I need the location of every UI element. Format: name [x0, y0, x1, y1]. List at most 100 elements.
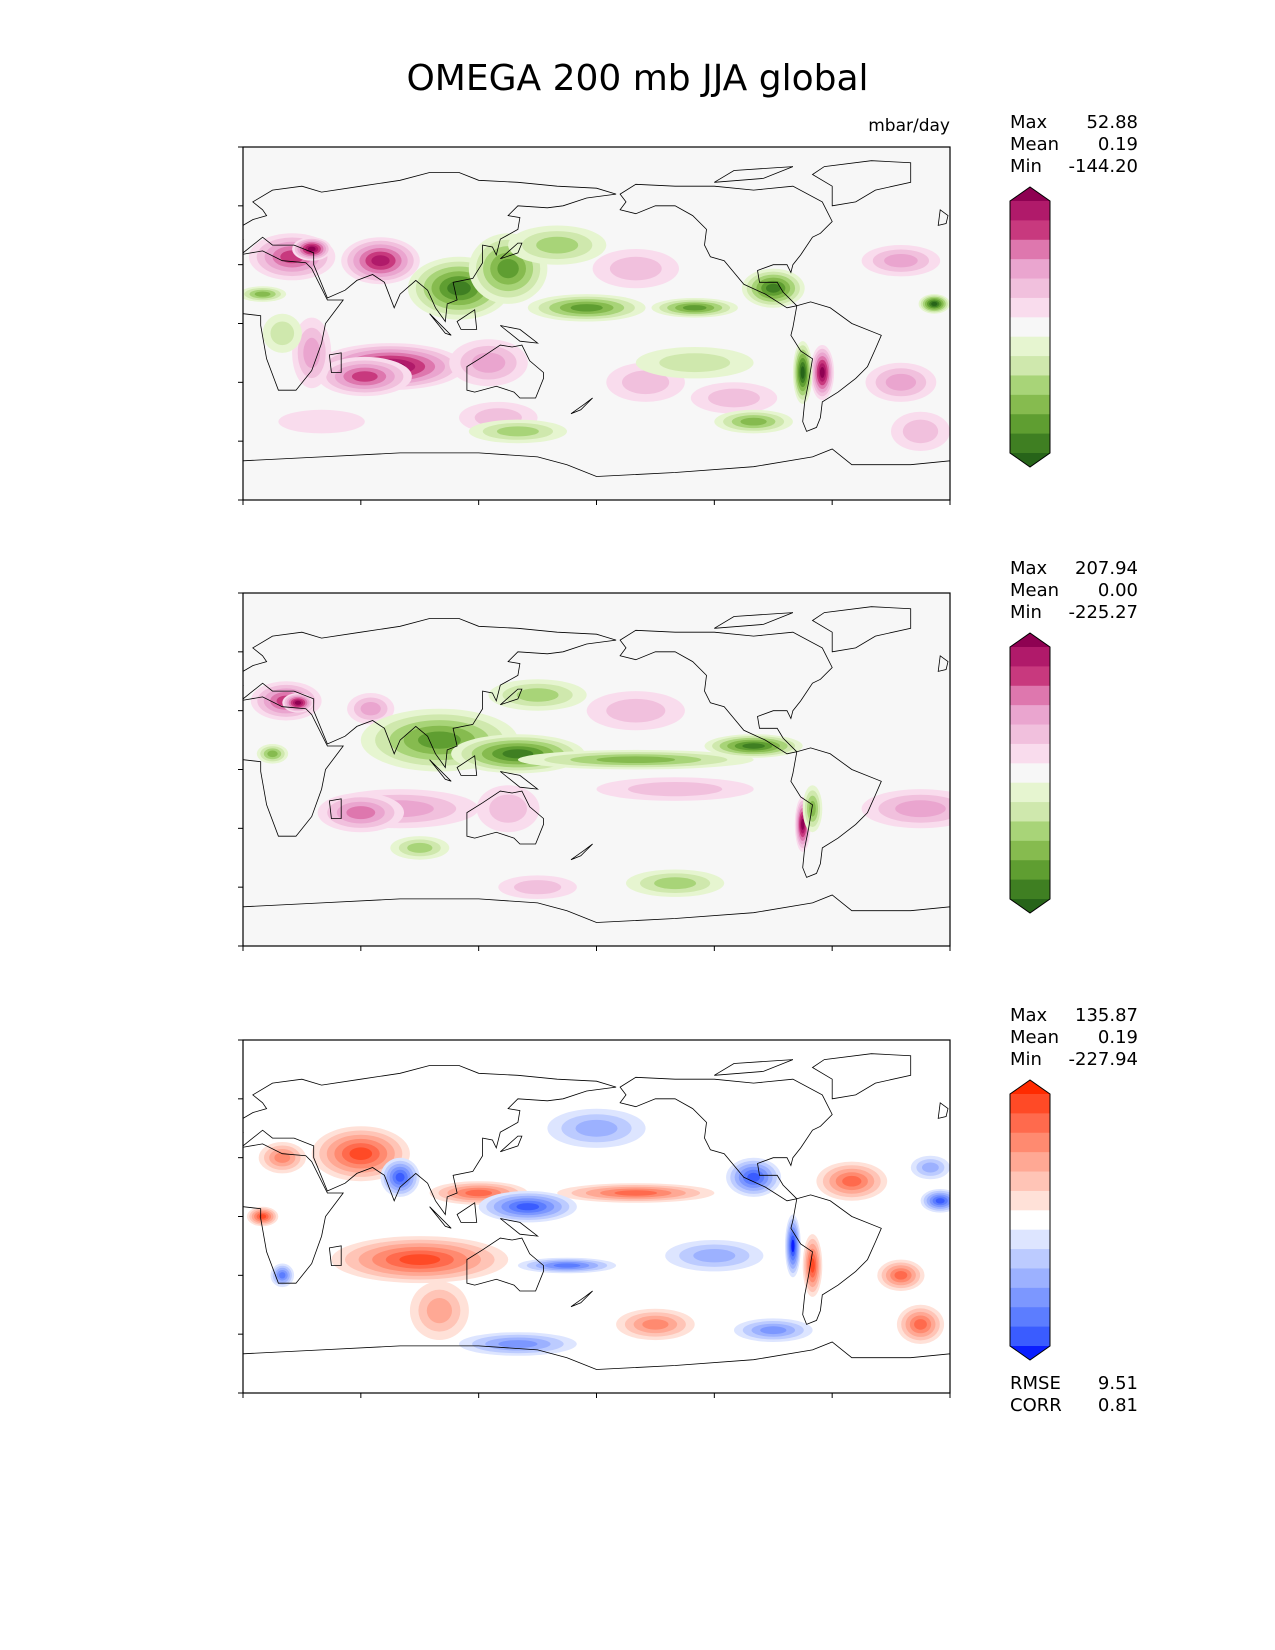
coastline [243, 1143, 345, 1284]
field-contour [516, 688, 559, 702]
field-contour [791, 1239, 795, 1253]
coastline [243, 448, 950, 500]
field-contour [254, 291, 271, 297]
stat-value: 0.19 [1097, 1027, 1138, 1048]
field-contour [895, 800, 946, 818]
stat-label: CORR [1010, 1395, 1062, 1416]
field-contour [399, 1254, 441, 1265]
colorbar-swatch [1010, 899, 1050, 913]
colorbar-swatch [1010, 1190, 1050, 1211]
colorbar-swatch [1010, 821, 1050, 842]
colorbar-swatch [1010, 375, 1050, 396]
field-contour [371, 255, 390, 267]
coastline [790, 747, 882, 878]
coastline [429, 1206, 452, 1229]
colorbar-swatch [1010, 666, 1050, 687]
coastline [937, 655, 949, 672]
colorbar-swatch [1010, 356, 1050, 376]
colorbar-swatch [1010, 336, 1050, 357]
coastline [429, 313, 452, 336]
stat-value: -227.94 [1068, 1049, 1138, 1070]
field-contour [514, 880, 562, 895]
stat-label: Mean [1010, 580, 1060, 601]
stat-value: 0.81 [1097, 1395, 1138, 1416]
stat-label: Max [1010, 112, 1048, 133]
coastline [790, 301, 882, 432]
coastline [429, 759, 452, 782]
colorbar-swatch [1010, 743, 1050, 764]
coastline [714, 166, 794, 183]
field-contour [465, 1189, 493, 1197]
map-background [243, 1040, 950, 1393]
coastline [500, 325, 539, 344]
coastline [456, 1202, 478, 1223]
coastline [619, 183, 833, 309]
colorbar-outline [1009, 186, 1051, 468]
coastline [619, 629, 833, 755]
field-contour [935, 1198, 945, 1204]
colorbar-swatch [1010, 187, 1050, 201]
stat-row: Min -144.20 [1010, 156, 1138, 178]
coastline [466, 344, 544, 399]
colorbar-swatch [1010, 414, 1050, 435]
stat-row: Max 135.87 [1010, 1005, 1138, 1027]
coastline [328, 798, 342, 819]
field-contour [902, 419, 939, 444]
coastline [570, 843, 593, 861]
stat-value: 0.19 [1097, 134, 1138, 155]
field-contour [351, 371, 378, 382]
field-contour [609, 256, 662, 281]
coastline [714, 1059, 794, 1076]
coastline [811, 606, 912, 653]
field-contour [682, 305, 707, 311]
coastline [243, 894, 950, 946]
field-contour [516, 1203, 540, 1211]
colorbar-swatch [1010, 201, 1050, 221]
colorbar-swatch [1010, 1307, 1050, 1328]
colorbar-swatch [1010, 1094, 1050, 1114]
field-contour [922, 1162, 939, 1173]
map-plot [238, 592, 951, 951]
field-contour [279, 1272, 286, 1279]
stat-row: RMSE 9.51 [1010, 1373, 1138, 1395]
stat-label: Max [1010, 1005, 1048, 1026]
stat-value: 52.88 [1086, 112, 1138, 133]
field-contour [766, 283, 781, 293]
stats-block: Max 207.94 Mean 0.00 Min -225.27 [1010, 558, 1138, 624]
colorbar-swatch [1010, 239, 1050, 260]
coastline [243, 1065, 617, 1216]
field-contour [740, 417, 767, 426]
field-contour [536, 236, 579, 254]
colorbar-swatch [1010, 433, 1050, 454]
colorbar [1009, 632, 1051, 914]
field-contour [747, 1172, 760, 1182]
stat-label: Max [1010, 558, 1048, 579]
field-contour [278, 409, 365, 434]
colorbar-swatch [1010, 220, 1050, 241]
stat-value: 135.87 [1075, 1005, 1138, 1026]
coastline [570, 397, 593, 415]
field-contour [489, 794, 527, 823]
field-contour [659, 353, 731, 373]
field-contour [914, 1319, 927, 1330]
colorbar-swatch [1010, 685, 1050, 706]
coastline [500, 1135, 523, 1153]
coastline [500, 1218, 539, 1237]
colorbar-swatch [1010, 860, 1050, 881]
colorbar-swatch [1010, 317, 1050, 338]
stat-row: Max 207.94 [1010, 558, 1138, 580]
coastline [328, 1245, 342, 1266]
stat-label: Min [1010, 1049, 1042, 1070]
field-contour [622, 370, 670, 395]
stat-row: Min -225.27 [1010, 602, 1138, 624]
colorbar-swatch [1010, 278, 1050, 299]
field-contour [570, 304, 603, 312]
field-contour [596, 756, 676, 763]
colorbar-swatch [1010, 647, 1050, 667]
coastline [243, 250, 345, 391]
field-contour [407, 842, 433, 853]
figure-title: OMEGA 200 mb JJA global [406, 58, 869, 99]
coastline [243, 618, 617, 769]
field-contour [606, 698, 666, 723]
field-contour [418, 731, 461, 749]
